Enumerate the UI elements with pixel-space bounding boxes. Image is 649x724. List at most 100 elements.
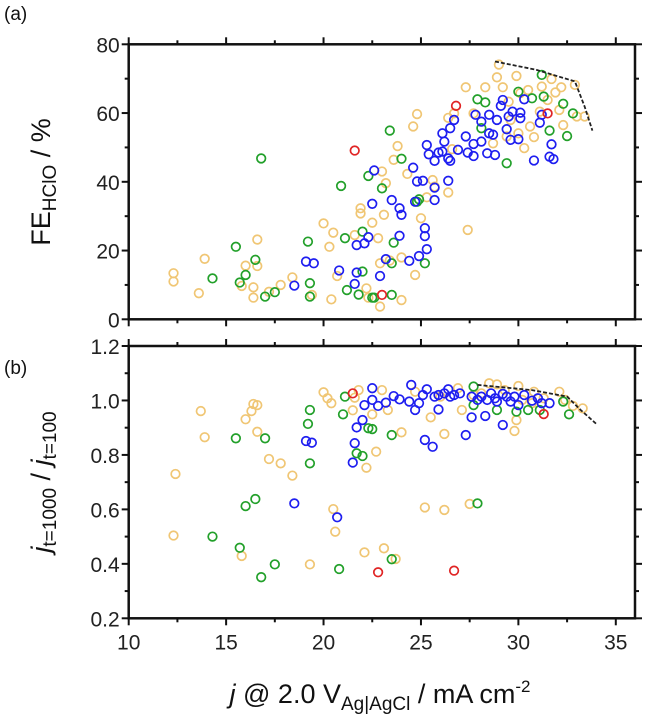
data-point xyxy=(259,291,271,302)
data-point xyxy=(335,180,347,192)
data-point xyxy=(487,138,499,149)
data-point xyxy=(168,530,179,541)
data-point xyxy=(476,116,487,127)
data-point xyxy=(378,209,390,220)
data-point xyxy=(304,291,316,302)
data-point xyxy=(489,149,501,161)
data-point xyxy=(538,408,549,420)
data-point xyxy=(351,422,362,433)
data-point xyxy=(337,409,349,420)
data-point xyxy=(300,435,312,447)
data-point xyxy=(367,217,378,228)
data-point xyxy=(558,98,569,109)
data-point xyxy=(429,155,440,166)
data-point xyxy=(460,131,471,142)
data-point xyxy=(542,108,553,119)
data-point xyxy=(324,241,335,252)
data-point xyxy=(386,429,397,441)
data-point xyxy=(361,283,372,294)
data-point xyxy=(524,121,536,132)
data-point xyxy=(256,572,267,583)
data-point xyxy=(411,108,423,120)
data-point xyxy=(287,470,298,481)
data-point xyxy=(511,414,522,426)
data-point xyxy=(495,100,506,111)
data-point xyxy=(519,94,530,105)
data-point xyxy=(515,113,526,124)
data-point xyxy=(396,209,407,220)
data-point xyxy=(376,384,388,396)
data-point xyxy=(333,563,345,575)
data-point xyxy=(419,502,431,513)
data-point xyxy=(448,565,460,576)
data-point xyxy=(248,292,259,303)
data-point xyxy=(236,550,247,562)
data-point xyxy=(404,396,415,407)
x-axis-label: j @ 2.0 VAg|AgCl / mA cm-2 xyxy=(226,677,531,715)
data-point xyxy=(439,428,450,440)
model-dashed-line xyxy=(477,384,597,425)
data-point xyxy=(409,269,421,281)
data-point xyxy=(207,273,218,284)
data-point xyxy=(396,427,407,438)
data-point xyxy=(501,158,512,169)
data-point xyxy=(419,258,431,269)
data-point xyxy=(374,301,386,312)
data-point xyxy=(367,423,378,435)
data-point xyxy=(199,432,210,443)
panel-a-plot: 0 20 40 60 80 xyxy=(96,34,642,332)
series-2 xyxy=(289,94,559,291)
data-point xyxy=(429,182,440,193)
data-point xyxy=(421,139,432,151)
data-point xyxy=(439,136,450,147)
y-axis-label-b: jt=1000 / jt=100 xyxy=(26,411,61,556)
data-point xyxy=(349,145,360,156)
data-point xyxy=(363,231,374,243)
data-point xyxy=(491,72,503,83)
data-point xyxy=(318,218,329,229)
data-point xyxy=(386,289,397,301)
data-point xyxy=(230,433,242,444)
y-tick-label: 0.4 xyxy=(90,554,120,577)
data-point xyxy=(357,266,368,277)
data-point xyxy=(559,394,571,406)
data-point xyxy=(544,125,555,136)
data-point xyxy=(351,448,362,459)
data-point xyxy=(513,399,524,411)
y-tick-label: 1.2 xyxy=(90,336,119,359)
data-point xyxy=(408,121,419,132)
data-point xyxy=(468,108,479,119)
data-point xyxy=(332,512,343,523)
data-point xyxy=(306,289,317,301)
data-point xyxy=(550,87,561,98)
data-point xyxy=(528,155,540,166)
data-point xyxy=(561,130,573,142)
data-point xyxy=(522,84,534,96)
data-point xyxy=(370,446,382,457)
data-point xyxy=(546,73,557,85)
y-tick-label: 0.6 xyxy=(90,499,119,522)
data-point xyxy=(536,109,547,120)
data-point xyxy=(330,526,341,537)
data-point xyxy=(333,265,345,276)
data-point xyxy=(269,559,280,570)
data-point xyxy=(433,404,444,415)
data-point xyxy=(480,82,491,93)
data-point xyxy=(579,111,590,122)
data-point xyxy=(448,114,460,126)
data-point xyxy=(448,389,460,401)
y-tick-label: 1.0 xyxy=(90,390,119,413)
data-point xyxy=(328,227,339,238)
data-point xyxy=(487,129,499,140)
data-point xyxy=(472,498,483,509)
data-point xyxy=(374,270,386,282)
data-point xyxy=(497,82,508,93)
data-point xyxy=(394,203,405,214)
data-point xyxy=(246,405,257,417)
data-point xyxy=(390,553,401,565)
data-point xyxy=(491,379,503,390)
data-point xyxy=(287,272,298,283)
data-point xyxy=(484,109,495,120)
data-point xyxy=(308,258,319,269)
